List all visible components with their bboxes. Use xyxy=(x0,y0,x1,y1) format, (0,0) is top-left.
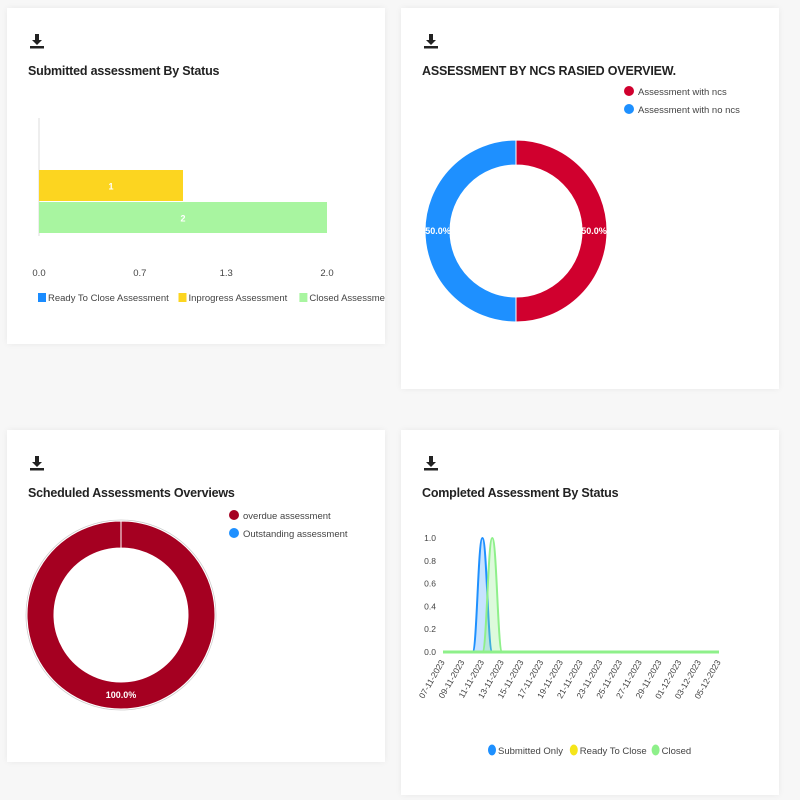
x-tick-label: 2.0 xyxy=(320,268,333,279)
y-tick-label: 0.0 xyxy=(424,647,436,657)
pie-slice[interactable] xyxy=(26,520,216,710)
series-line[interactable] xyxy=(481,536,504,653)
legend-swatch[interactable] xyxy=(299,293,308,302)
series-line[interactable] xyxy=(471,536,494,653)
scheduled-assessments-card: Scheduled Assessments Overviews 100.0% ov… xyxy=(7,430,385,762)
x-tick-label: 0.0 xyxy=(32,268,45,279)
donut-outline xyxy=(25,519,217,711)
card-title: Completed Assessment By Status xyxy=(422,486,619,500)
x-tick-label: 0.7 xyxy=(133,268,146,279)
y-tick-label: 0.6 xyxy=(424,579,436,589)
bar-data-label: 2 xyxy=(180,214,185,224)
legend-label[interactable]: overdue assessment xyxy=(243,511,331,522)
legend-marker[interactable] xyxy=(569,744,578,756)
x-tick-label: 1.3 xyxy=(220,268,233,279)
legend-label[interactable]: Closed Assessment xyxy=(309,293,385,304)
download-icon[interactable] xyxy=(30,33,44,49)
legend-swatch[interactable] xyxy=(38,293,46,302)
donut-chart: 50.0% 50.0% Assessment with ncs Assessment … xyxy=(424,86,740,323)
y-tick-label: 1.0 xyxy=(424,533,436,543)
slice-label: 50.0% xyxy=(425,226,451,236)
legend-marker[interactable] xyxy=(624,104,634,114)
area-chart: 1.00.80.60.40.20.007-11-202309-11-202311… xyxy=(417,533,723,757)
ncs-overview-card: ASSESSMENT BY NCS RASIED OVERVIEW. 50.0%… xyxy=(401,8,779,389)
series-area[interactable] xyxy=(472,538,493,652)
pie-slice[interactable] xyxy=(424,139,517,323)
donut-chart: 100.0% overdue assessment Outstanding asse… xyxy=(25,510,348,711)
legend-swatch[interactable] xyxy=(178,293,187,302)
legend-marker[interactable] xyxy=(624,86,634,96)
slice-label: 50.0% xyxy=(581,226,607,236)
submitted-assessment-card: Submitted assessment By Status 1 2 0.0 0.7 1… xyxy=(7,8,385,344)
legend-label[interactable]: Assessment with no ncs xyxy=(638,105,740,116)
card-title: Scheduled Assessments Overviews xyxy=(28,486,235,500)
completed-assessment-card: Completed Assessment By Status 1.0 0.8 0.6… xyxy=(401,430,779,795)
legend-label[interactable]: Assessment with ncs xyxy=(638,87,727,98)
legend-label[interactable]: Closed xyxy=(662,746,692,757)
slice-label: 100.0% xyxy=(106,690,137,700)
legend-marker[interactable] xyxy=(229,510,239,520)
bar[interactable] xyxy=(39,202,327,233)
bar-data-label: 1 xyxy=(108,182,113,192)
bar[interactable] xyxy=(39,170,183,201)
download-icon[interactable] xyxy=(424,33,438,49)
legend-label[interactable]: Submitted Only xyxy=(498,746,563,757)
legend-label[interactable]: Ready To Close xyxy=(580,746,647,757)
legend-label[interactable]: Inprogress Assessment xyxy=(189,293,288,304)
legend-label[interactable]: Outstanding assessment xyxy=(243,529,348,540)
download-icon[interactable] xyxy=(424,455,438,471)
legend-marker[interactable] xyxy=(488,744,496,756)
card-title: ASSESSMENT BY NCS RASIED OVERVIEW. xyxy=(422,64,676,78)
legend-marker[interactable] xyxy=(229,528,239,538)
pie-slice[interactable] xyxy=(515,139,608,323)
download-icon[interactable] xyxy=(30,455,44,471)
legend-marker[interactable] xyxy=(651,744,660,756)
bar-chart: 1 2 0.0 0.7 1.3 2.0 Ready To Close Assessment I… xyxy=(32,118,385,304)
card-title: Submitted assessment By Status xyxy=(28,64,220,78)
legend-label[interactable]: Ready To Close Assessment xyxy=(48,293,169,304)
series-area[interactable] xyxy=(482,538,503,652)
y-tick-label: 0.2 xyxy=(424,624,436,634)
y-tick-label: 0.4 xyxy=(424,601,436,611)
y-tick-label: 0.8 xyxy=(424,556,436,566)
